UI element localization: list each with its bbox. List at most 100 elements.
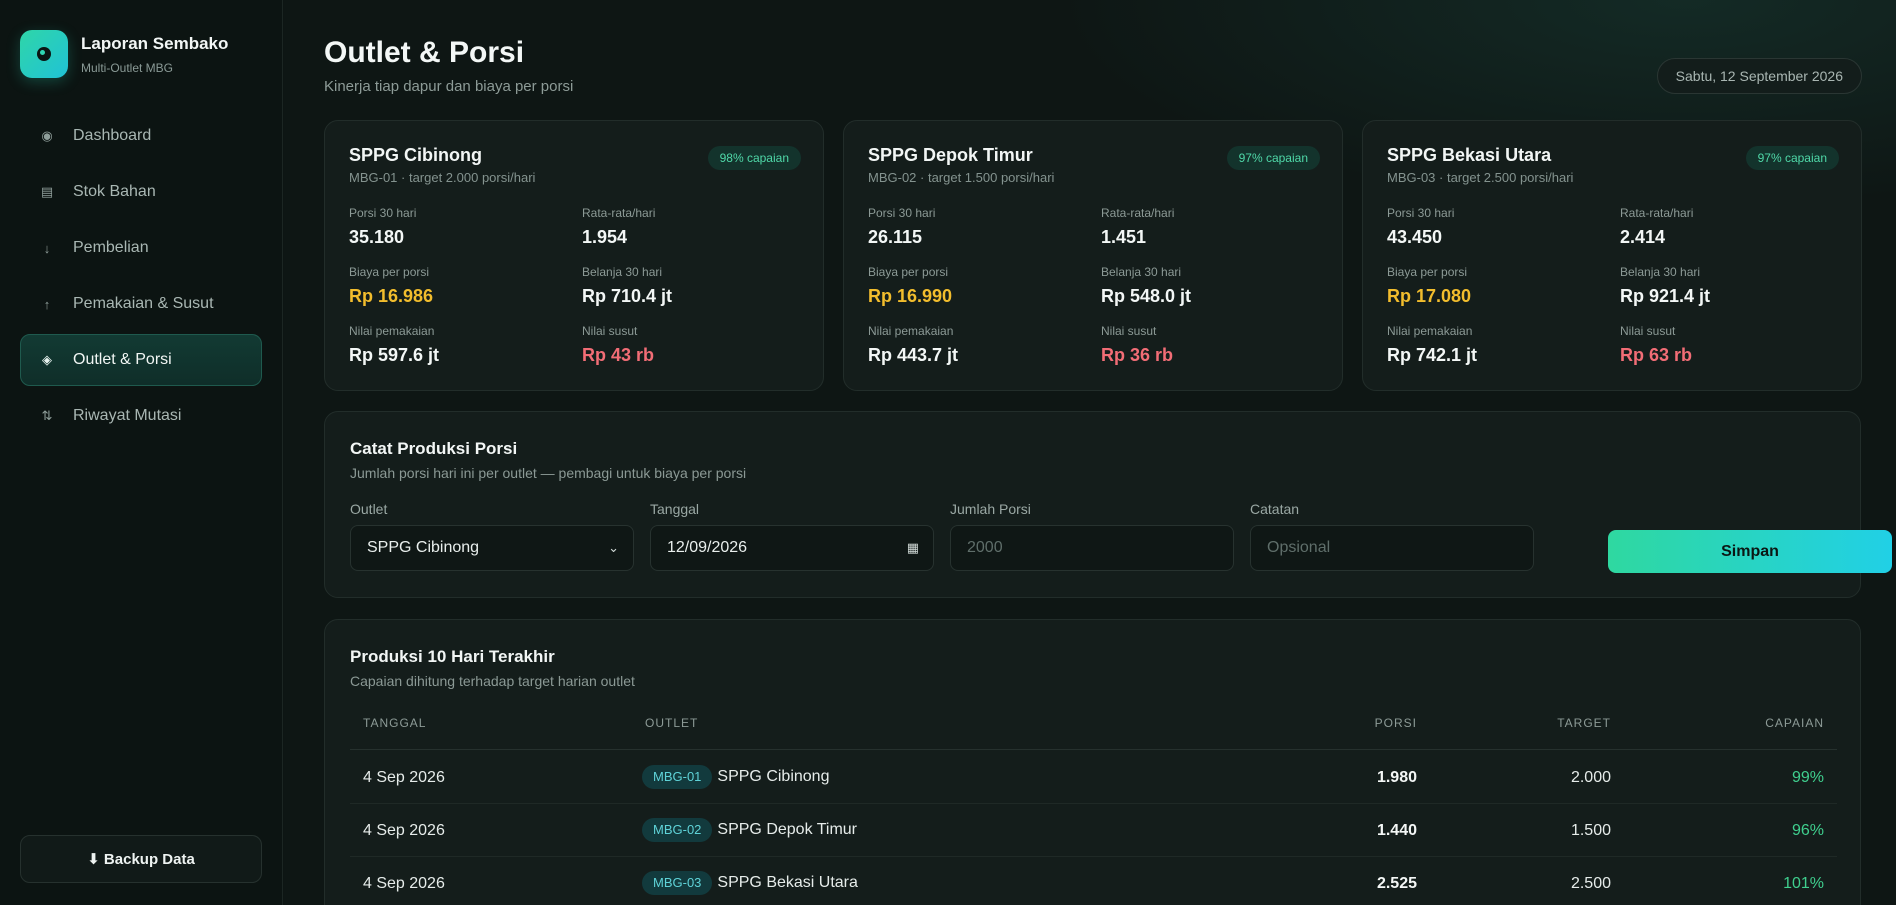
sidebar-item-pemakaian-susut[interactable]: ↑ Pemakaian & Susut xyxy=(20,278,262,330)
form-title: Catat Produksi Porsi xyxy=(350,439,518,458)
stat-label: Nilai pemakaian xyxy=(1387,324,1473,338)
chevron-down-icon: ⌄ xyxy=(608,540,619,555)
col-tanggal: TANGGAL xyxy=(363,716,427,730)
outlet-code-badge: MBG-01 xyxy=(642,765,713,789)
production-form: Catat Produksi Porsi Jumlah porsi hari i… xyxy=(324,411,1892,598)
date-input[interactable]: 12/09/2026 ▦ xyxy=(650,525,934,571)
stat-rata: 2.414 xyxy=(1620,227,1666,247)
stat-label: Biaya per porsi xyxy=(349,265,430,279)
outlet-name: SPPG Bekasi Utara xyxy=(717,874,858,891)
stat-label: Porsi 30 hari xyxy=(1387,206,1455,220)
outlet-label: Outlet xyxy=(350,501,388,517)
sidebar-item-pembelian[interactable]: ↓ Pembelian xyxy=(20,222,262,274)
cell-outlet: MBG-01 SPPG Cibinong xyxy=(642,765,829,789)
outlet-code-badge: MBG-03 xyxy=(642,871,713,895)
outlet-select[interactable]: SPPG Cibinong ⌄ xyxy=(350,525,634,571)
portion-input[interactable]: 2000 xyxy=(950,525,1234,571)
stat-label: Rata-rata/hari xyxy=(1101,206,1175,220)
cell-capaian: 96% xyxy=(1791,822,1824,839)
cell-capaian: 99% xyxy=(1791,769,1824,786)
outlet-card: SPPG Bekasi Utara MBG-03 · target 2.500 … xyxy=(1362,120,1862,391)
logo-icon xyxy=(20,30,68,78)
stock-icon: ▤ xyxy=(40,184,54,199)
stat-label: Nilai susut xyxy=(582,324,638,338)
cell-tanggal: 4 Sep 2026 xyxy=(363,769,445,786)
sidebar-item-label: Pembelian xyxy=(73,239,149,256)
date-label: Tanggal xyxy=(650,501,700,517)
stat-belanja: Rp 548.0 jt xyxy=(1101,286,1192,306)
portion-label: Jumlah Porsi xyxy=(950,501,1031,517)
stat-porsi: 35.180 xyxy=(349,227,405,247)
col-porsi: PORSI xyxy=(1374,716,1417,730)
swap-icon: ⇅ xyxy=(41,408,53,423)
outlet-name: SPPG Depok Timur xyxy=(868,145,1033,165)
cell-target: 2.000 xyxy=(1570,769,1611,786)
arrow-up-icon: ↑ xyxy=(43,296,51,312)
table-header: TANGGAL OUTLET PORSI TARGET CAPAIAN xyxy=(350,716,1837,750)
table-subtitle: Capaian dihitung terhadap target harian … xyxy=(350,673,635,689)
col-capaian: CAPAIAN xyxy=(1765,716,1824,730)
save-button[interactable]: Simpan xyxy=(1608,530,1892,573)
stat-label: Rata-rata/hari xyxy=(1620,206,1694,220)
stat-biaya: Rp 16.990 xyxy=(868,286,953,306)
stat-label: Porsi 30 hari xyxy=(868,206,936,220)
outlet-name: SPPG Cibinong xyxy=(349,145,482,165)
stat-pemakaian: Rp 597.6 jt xyxy=(349,345,440,365)
sidebar-item-dashboard[interactable]: ◉ Dashboard xyxy=(20,110,262,162)
sidebar-item-outlet-porsi[interactable]: ◈ Outlet & Porsi xyxy=(20,334,262,386)
table-row: 4 Sep 2026 MBG-01 SPPG Cibinong 1.980 2.… xyxy=(350,751,1837,804)
brand: Laporan Sembako Multi-Outlet MBG xyxy=(20,30,228,78)
brand-title: Laporan Sembako xyxy=(81,34,229,53)
outlet-name: SPPG Cibinong xyxy=(717,768,830,785)
col-outlet: OUTLET xyxy=(645,716,699,730)
calendar-icon[interactable]: ▦ xyxy=(906,540,919,555)
cell-outlet: MBG-03 SPPG Bekasi Utara xyxy=(642,871,858,895)
cell-tanggal: 4 Sep 2026 xyxy=(363,822,445,839)
achievement-badge: 97% capaian xyxy=(1226,146,1320,170)
cell-target: 1.500 xyxy=(1570,822,1611,839)
sidebar-item-stok-bahan[interactable]: ▤ Stok Bahan xyxy=(20,166,262,218)
note-input[interactable]: Opsional xyxy=(1250,525,1534,571)
backup-button[interactable]: ⬇ Backup Data xyxy=(20,835,262,883)
main-content: Outlet & Porsi Kinerja tiap dapur dan bi… xyxy=(284,0,1896,905)
cell-porsi: 1.440 xyxy=(1376,822,1417,839)
sidebar-item-label: Stok Bahan xyxy=(73,183,156,200)
sidebar-item-label: Pemakaian & Susut xyxy=(73,295,214,312)
stat-label: Belanja 30 hari xyxy=(1620,265,1701,279)
stat-susut: Rp 43 rb xyxy=(582,345,655,365)
arrow-down-icon: ↓ xyxy=(43,240,51,256)
date-badge: Sabtu, 12 September 2026 xyxy=(1656,58,1862,94)
sidebar-item-label: Riwayat Mutasi xyxy=(73,407,182,424)
stat-susut: Rp 36 rb xyxy=(1101,345,1174,365)
page-title: Outlet & Porsi xyxy=(324,36,525,69)
stat-belanja: Rp 921.4 jt xyxy=(1620,286,1711,306)
achievement-badge: 97% capaian xyxy=(1745,146,1839,170)
stat-rata: 1.954 xyxy=(582,227,628,247)
stat-label: Belanja 30 hari xyxy=(582,265,663,279)
diamond-icon: ◈ xyxy=(42,352,52,367)
outlet-meta: MBG-03 · target 2.500 porsi/hari xyxy=(1387,170,1574,185)
cell-porsi: 1.980 xyxy=(1376,769,1417,786)
stat-biaya: Rp 17.080 xyxy=(1387,286,1472,306)
cell-porsi: 2.525 xyxy=(1376,875,1417,892)
achievement-badge: 98% capaian xyxy=(707,146,801,170)
outlet-meta: MBG-02 · target 1.500 porsi/hari xyxy=(868,170,1055,185)
dashboard-icon: ◉ xyxy=(41,128,53,143)
stat-label: Nilai pemakaian xyxy=(868,324,954,338)
cell-capaian: 101% xyxy=(1783,875,1824,892)
stat-label: Nilai susut xyxy=(1620,324,1676,338)
stat-label: Nilai susut xyxy=(1101,324,1157,338)
table-title: Produksi 10 Hari Terakhir xyxy=(350,647,555,666)
table-row: 4 Sep 2026 MBG-03 SPPG Bekasi Utara 2.52… xyxy=(350,857,1837,905)
stat-porsi: 26.115 xyxy=(868,227,923,247)
cell-target: 2.500 xyxy=(1570,875,1611,892)
outlet-code-badge: MBG-02 xyxy=(642,818,713,842)
stat-label: Biaya per porsi xyxy=(1387,265,1468,279)
outlet-meta: MBG-01 · target 2.000 porsi/hari xyxy=(349,170,536,185)
sidebar-item-riwayat-mutasi[interactable]: ⇅ Riwayat Mutasi xyxy=(20,390,262,442)
stat-porsi: 43.450 xyxy=(1387,227,1443,247)
outlet-card: SPPG Cibinong MBG-01 · target 2.000 pors… xyxy=(324,120,824,391)
sidebar-nav: ◉ Dashboard ▤ Stok Bahan ↓ Pembelian ↑ P… xyxy=(20,110,262,446)
stat-rata: 1.451 xyxy=(1101,227,1147,247)
stat-pemakaian: Rp 742.1 jt xyxy=(1387,345,1478,365)
